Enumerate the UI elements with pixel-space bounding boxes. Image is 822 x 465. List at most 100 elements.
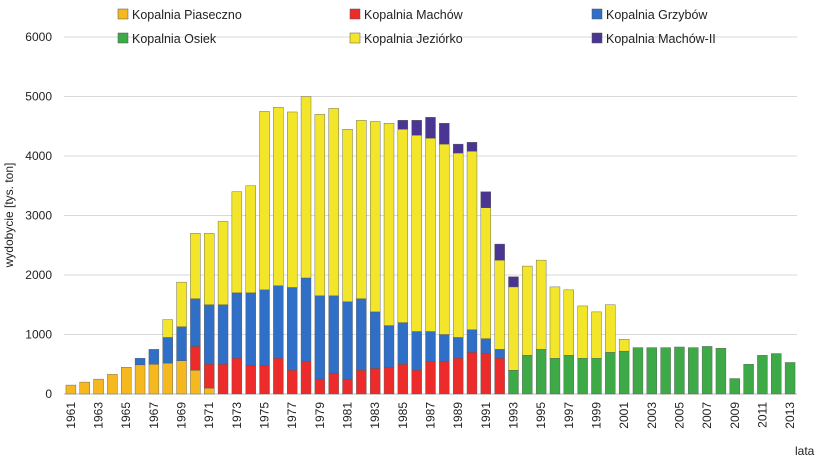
x-tick-labels: 1961 1963 1965 1967 1969 1971 1973 1975 1977 1979… [64, 402, 797, 429]
legend-label: Kopalnia Osiek [132, 32, 217, 46]
x-tick-label: 1979 [313, 402, 327, 429]
bar-segment [729, 378, 740, 395]
y-tick-label: 2000 [25, 268, 52, 282]
bar-segment [190, 370, 201, 395]
x-tick-label: 1965 [119, 402, 133, 429]
bar-segment [522, 265, 533, 356]
bar-segment [439, 334, 450, 362]
legend-label: Kopalnia Piaseczno [132, 8, 242, 22]
legend: Kopalnia Piaseczno Kopalnia Machów Kopalni… [117, 8, 716, 46]
bar-segment [287, 370, 298, 395]
x-tick-label: 1961 [64, 402, 78, 429]
bar-segment [494, 259, 505, 350]
bar-segment [300, 277, 312, 362]
bar-segment [508, 370, 519, 395]
bar-segment [134, 358, 146, 366]
bar-segment [217, 304, 229, 365]
bar-segment [425, 331, 436, 362]
y-tick-label: 3000 [25, 209, 52, 223]
x-tick-label: 2009 [728, 402, 742, 429]
bar-segment [204, 233, 215, 305]
bar-segment [217, 221, 229, 305]
bar-segment [204, 304, 215, 365]
bar-segment [480, 191, 491, 208]
bar-segment [715, 347, 727, 395]
y-tick-label: 0 [45, 387, 52, 401]
bar-segment [577, 305, 588, 359]
bar-segment [231, 292, 243, 359]
bar-segment [535, 349, 547, 395]
bar-segment [563, 289, 574, 356]
bar-segment [397, 120, 409, 130]
bar-segment [439, 123, 450, 145]
x-tick-label: 1991 [479, 402, 493, 429]
x-tick-label: 2003 [645, 402, 659, 429]
x-tick-label: 1999 [589, 402, 603, 429]
bar-segment [287, 111, 298, 288]
bar-segment [494, 349, 505, 359]
bar-segment [287, 287, 298, 371]
bar-segment [605, 352, 616, 395]
bar-segment [397, 322, 409, 365]
bar-segment [480, 207, 491, 339]
bar-segment [494, 358, 505, 395]
y-tick-label: 6000 [25, 30, 52, 44]
bar-segment [217, 364, 229, 395]
bar-segment [577, 358, 588, 395]
bar-segment [176, 281, 187, 327]
bar-segment [300, 96, 312, 279]
bar-segment [134, 364, 146, 395]
bar-segment [757, 355, 768, 395]
y-tick-label: 5000 [25, 90, 52, 104]
x-axis-title: lata [795, 444, 815, 458]
bar-segment [466, 151, 478, 330]
legend-label: Kopalnia Jeziórko [364, 32, 463, 46]
bar-segment [259, 289, 270, 366]
x-tick-label: 1969 [175, 402, 189, 429]
bar-segment [618, 350, 630, 395]
x-tick-label: 1985 [396, 402, 410, 429]
bar-segment [535, 259, 547, 350]
bar-segment [93, 378, 104, 395]
bar-segment [370, 368, 381, 395]
bar-segment [522, 355, 533, 395]
bar-segment [452, 143, 464, 154]
x-tick-label: 1987 [424, 402, 438, 429]
bar-segment [162, 319, 173, 338]
bar-segment [190, 233, 201, 300]
legend-swatch [117, 32, 129, 44]
bar-segment [397, 129, 409, 323]
bar-segment [190, 346, 201, 371]
bar-segment [314, 378, 326, 395]
bar-segment [370, 311, 381, 369]
x-tick-label: 2013 [783, 402, 797, 429]
x-tick-label: 1981 [341, 402, 355, 429]
legend-label: Kopalnia Grzybów [606, 8, 708, 22]
bar-segment [701, 346, 713, 395]
x-tick-label: 2011 [755, 402, 769, 428]
bar-segment [425, 117, 436, 139]
bar-segment [342, 301, 353, 380]
bar-segment [356, 298, 367, 371]
legend-swatch [349, 8, 361, 20]
legend-swatch [349, 32, 361, 44]
bar-segment [342, 129, 353, 302]
bar-segment [452, 358, 464, 395]
legend-swatch [591, 32, 603, 44]
bar-segment [480, 338, 491, 354]
bar-segment [591, 358, 602, 395]
bar-segment [466, 329, 478, 353]
bar-segment [273, 358, 284, 395]
x-tick-label: 1975 [258, 402, 272, 429]
y-tick-labels: 0 1000 2000 3000 4000 5000 6000 [25, 30, 52, 401]
bar-segment [176, 360, 187, 395]
bar-segment [314, 114, 326, 297]
bar-segment [397, 364, 409, 395]
bar-segment [466, 352, 478, 395]
legend-label: Kopalnia Machów [364, 8, 464, 22]
x-tick-label: 2001 [617, 402, 631, 429]
bar-segment [204, 387, 215, 395]
bar-segment [273, 285, 284, 359]
bar-segment [328, 372, 339, 395]
